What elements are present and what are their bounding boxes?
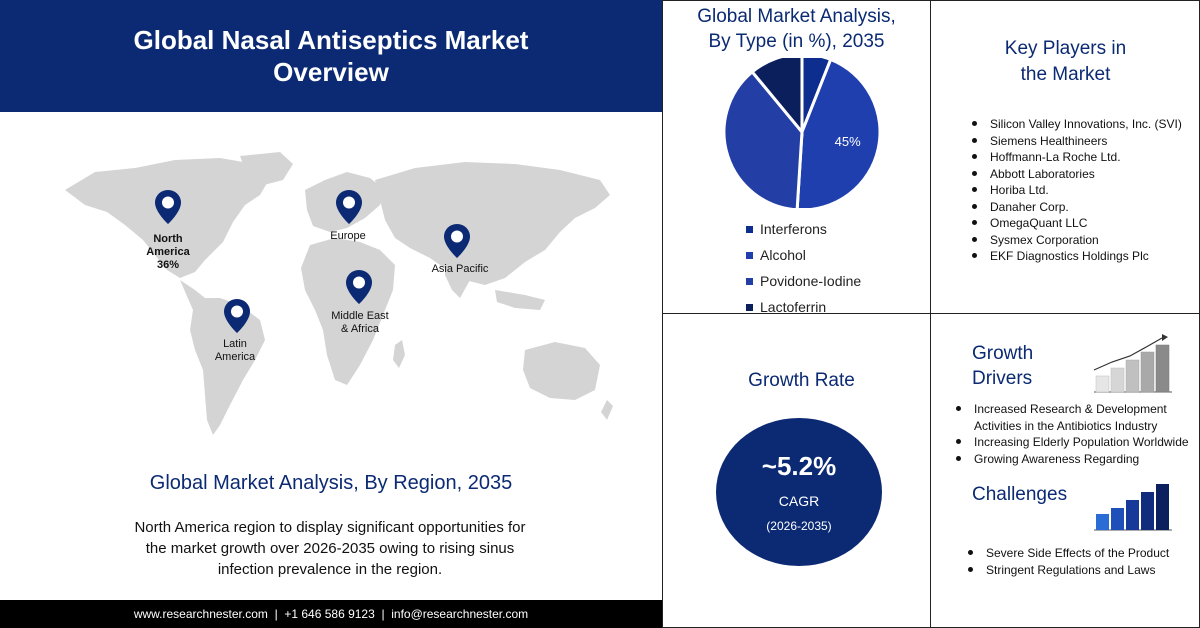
north-america-share: 36% [156,259,180,271]
pie-data-label: 45% [835,134,861,149]
challenges-list: Severe Side Effects of the Product Strin… [968,545,1178,578]
middle-east-label-line1: Middle East [331,310,389,322]
divider-top [662,0,1200,1]
list-item: Growing Awareness Regarding [956,451,1190,468]
europe-label: Europe [330,230,366,242]
legend-swatch [746,251,753,259]
list-item: Increasing Elderly Population Worldwide [956,434,1190,451]
page-title-line-1: Global Nasal Antiseptics Market [133,25,529,55]
title-banner: Global Nasal Antiseptics Market Overview [0,0,662,112]
latin-america-label-line2: America [214,351,256,363]
page-title-line-2: Overview [273,57,389,87]
india-shape [445,260,470,298]
legend-item: Lactoferrin [746,294,861,320]
europe-pin-icon [336,190,362,224]
type-pie-chart: 45% [722,58,882,208]
world-map [65,152,613,435]
legend-swatch [746,277,753,285]
asia-pacific-label: Asia Pacific [431,263,489,275]
list-item: Silicon Valley Innovations, Inc. (SVI) [972,116,1192,133]
cagr-value: ~5.2% [761,451,837,481]
rising-bars-icon [1093,334,1172,393]
list-item: EKF Diagnostics Holdings Plc [972,248,1192,265]
region-description-line3: infection prevalence in the region. [217,561,443,578]
north-america-label-line1: North [153,233,183,245]
region-heading: Global Market Analysis, By Region, 2035 [149,472,513,494]
growth-rate-title: Growth Rate [748,370,855,391]
legend-item: Povidone-Iodine [746,268,861,294]
legend-item: Alcohol [746,242,861,268]
north-america-pin-icon [155,190,181,224]
middle-east-pin-icon [346,270,372,304]
pie-slice-povidone-iodine [722,69,804,208]
asia-pacific-pin-icon [444,224,470,258]
latin-america-label: Latin America [205,338,265,364]
divider-middle [930,0,931,628]
legend-swatch [746,303,753,311]
australia-shape [523,342,600,400]
middle-east-label-line2: & Africa [341,323,379,335]
madagascar-shape [393,340,405,368]
divider-center [662,313,1200,314]
africa-shape [301,238,395,385]
legend-swatch [746,225,753,233]
list-item: Stringent Regulations and Laws [968,562,1178,579]
north-america-label: North America 36% [138,233,198,272]
region-description: North America region to display signific… [95,517,565,580]
legend-label: Interferons [760,221,827,237]
list-item: Severe Side Effects of the Product [968,545,1178,562]
challenges-title: Challenges [972,484,1068,505]
key-players-title-line1: Key Players in [1004,38,1127,59]
legend-label: Povidone-Iodine [760,273,862,289]
north-america-label-line2: America [146,246,190,258]
pie-slice-lactoferrin [750,58,804,137]
type-chart-title: Global Market Analysis, By Type (in %), … [663,4,930,54]
list-item: Abbott Laboratories [972,166,1192,183]
latin-america-label-line1: Latin [223,338,247,350]
list-item: Horiba Ltd. [972,182,1192,199]
list-item: Danaher Corp. [972,199,1192,216]
cagr-period: (2026-2035) [766,519,832,533]
divider-left [662,0,663,628]
latin-america-pin-icon [224,299,250,333]
list-item: Sysmex Corporation [972,232,1192,249]
region-description-line1: North America region to display signific… [134,519,526,536]
legend-item: Interferons [746,216,861,242]
region-description-line2: the market growth over 2026-2035 owing t… [145,540,515,557]
growth-drivers-title: Growth Drivers [972,341,1033,391]
type-chart-title-line1: Global Market Analysis, [697,6,896,27]
growth-rate-circle: ~5.2% CAGR (2026-2035) [716,418,882,566]
type-chart-title-line2: By Type (in %), 2035 [708,31,885,52]
asia-shape [375,162,610,285]
greenland-shape [240,152,293,186]
list-item: OmegaQuant LLC [972,215,1192,232]
key-players-list: Silicon Valley Innovations, Inc. (SVI) S… [972,116,1192,265]
growth-drivers-title-line1: Growth [972,343,1034,364]
key-players-title-line2: the Market [1020,64,1111,85]
list-item: Increased Research & Development Activit… [956,401,1190,434]
type-pie-legend: Interferons Alcohol Povidone-Iodine Lactofe… [746,216,861,320]
blue-bars-icon [1094,484,1172,531]
middle-east-label: Middle East & Africa [325,310,395,336]
pie-slice-alcohol [795,58,882,208]
list-item: Hoffmann-La Roche Ltd. [972,149,1192,166]
overview-panel: Global Nasal Antiseptics Market Overview [0,0,662,628]
legend-label: Lactoferrin [760,299,827,315]
growth-drivers-title-line2: Drivers [972,368,1033,389]
footer-contact: www.researchnester.com | +1 646 586 9123… [0,600,662,628]
se-asia-shape [495,290,545,310]
legend-label: Alcohol [760,247,806,263]
cagr-label: CAGR [778,493,820,509]
new-zealand-shape [601,400,613,420]
key-players-title: Key Players in the Market [931,36,1200,88]
list-item: Siemens Healthineers [972,133,1192,150]
growth-drivers-list: Increased Research & Development Activit… [956,401,1190,467]
